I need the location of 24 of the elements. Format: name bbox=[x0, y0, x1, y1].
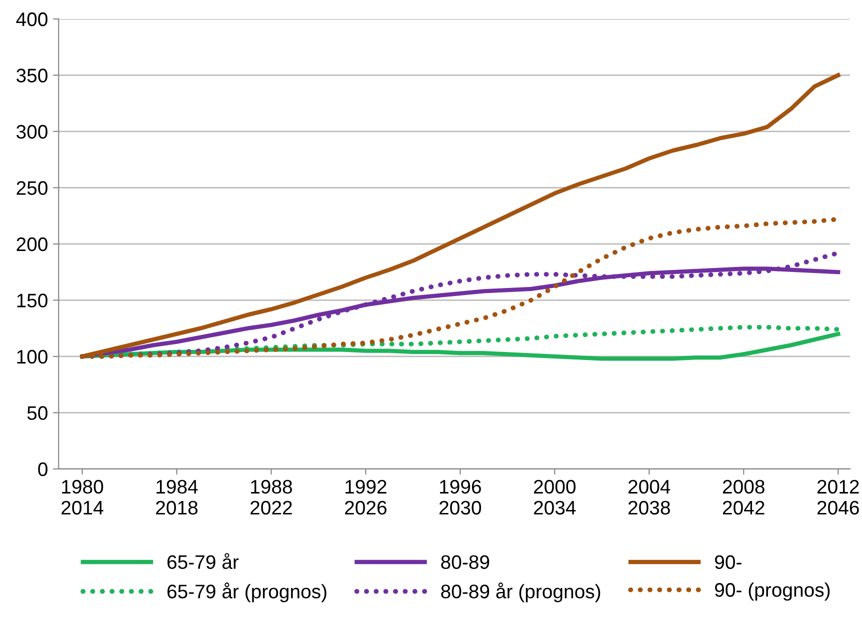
legend-label: 65-79 år bbox=[167, 553, 239, 569]
x-tick-label: 1984 2018 bbox=[156, 480, 198, 515]
legend-label: 80-89 år (prognos) bbox=[441, 582, 600, 602]
y-tick-label: 300 bbox=[16, 124, 48, 139]
legend-label: 90- bbox=[715, 555, 742, 569]
x-tick-label: 2004 2038 bbox=[628, 480, 670, 515]
x-tick-label: 1980 2014 bbox=[62, 480, 104, 515]
y-tick-label: 50 bbox=[27, 406, 48, 420]
y-tick-label: 250 bbox=[16, 181, 48, 195]
y-tick-label: 200 bbox=[16, 237, 48, 252]
x-tick-label: 2012 2046 bbox=[817, 480, 859, 515]
legend-label: 80-89 bbox=[441, 555, 490, 569]
x-tick-label: 1996 2030 bbox=[440, 480, 482, 515]
x-tick-label: 1992 2026 bbox=[345, 480, 386, 515]
legend-label: 65-79 år (prognos) bbox=[167, 582, 326, 602]
y-tick-label: 0 bbox=[38, 462, 48, 476]
legend-label: 90- (prognos) bbox=[715, 582, 830, 601]
x-tick-label: 2000 2034 bbox=[534, 480, 576, 515]
y-tick-label: 150 bbox=[17, 294, 48, 308]
x-tick-label: 1988 2022 bbox=[250, 480, 292, 515]
x-tick-label: 2008 2042 bbox=[722, 480, 764, 515]
y-tick-label: 400 bbox=[16, 12, 48, 26]
y-tick-label: 350 bbox=[16, 68, 48, 82]
y-tick-label: 100 bbox=[17, 350, 48, 364]
